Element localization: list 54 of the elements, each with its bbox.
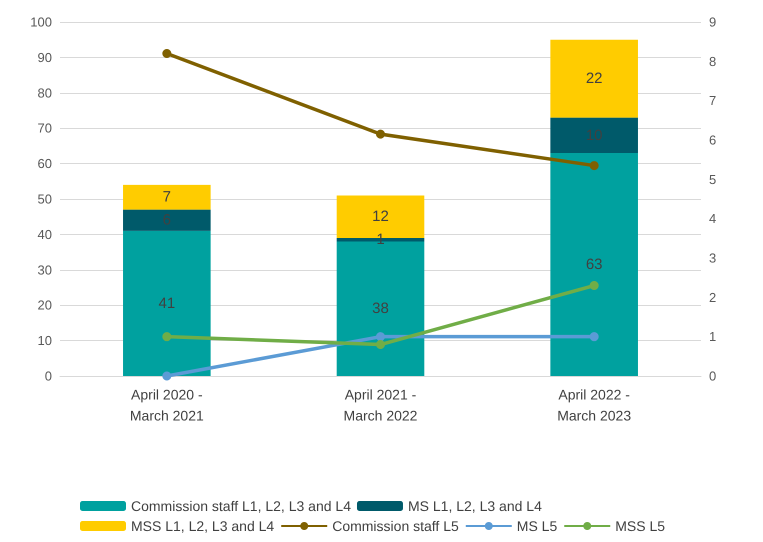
point <box>162 332 172 342</box>
point <box>590 161 599 170</box>
data-label: 6 <box>162 212 172 229</box>
data-label: 7 <box>162 188 172 206</box>
y2-tick-label: 3 <box>709 250 716 266</box>
point <box>590 281 599 290</box>
bar <box>123 230 211 376</box>
data-label: 10 <box>586 126 603 144</box>
y2-tick-label: 2 <box>709 290 716 305</box>
y2-tick-label: 1 <box>709 329 716 344</box>
bar <box>123 210 211 231</box>
legend-label: Commission staff L5 <box>332 518 459 534</box>
point <box>376 340 385 350</box>
x-tick-label: April 2021 - March 2022 <box>344 386 418 424</box>
y2-tick-label: 5 <box>709 172 716 187</box>
data-label: 22 <box>586 70 603 88</box>
data-label: 38 <box>372 300 389 318</box>
y-tick-label: 90 <box>38 50 52 65</box>
data-label: 1 <box>376 231 385 248</box>
data-label: 12 <box>372 208 389 226</box>
point <box>376 332 385 342</box>
y2-tick-label: 6 <box>709 132 716 148</box>
y2-tick-label: 8 <box>709 54 716 69</box>
y-tick-label: 40 <box>38 226 52 242</box>
y-tick-label: 30 <box>38 262 52 278</box>
legend-label: MS L1, L2, L3 and L4 <box>408 498 542 514</box>
point <box>376 130 385 139</box>
point <box>590 332 599 342</box>
legend-label: Commission staff L1, L2, L3 and L4 <box>131 498 352 514</box>
y-tick-label: 100 <box>30 14 52 30</box>
y-tick-label: 80 <box>38 85 52 100</box>
bar <box>550 118 638 153</box>
x-tick-label: April 2020 - March 2021 <box>130 386 204 424</box>
y2-tick-label: 0 <box>709 368 716 384</box>
y2-tick-label: 9 <box>709 14 716 30</box>
data-label: 41 <box>158 294 176 312</box>
y-tick-label: 50 <box>38 192 52 206</box>
y-tick-label: 0 <box>44 368 52 384</box>
y-tick-label: 70 <box>38 120 52 136</box>
y-tick-label: 20 <box>38 298 52 313</box>
legend-label: MS L5 <box>516 518 558 534</box>
legend-label: MSS L5 <box>615 518 666 534</box>
x-tick-label: April 2022 - March 2023 <box>557 386 632 424</box>
bar <box>550 152 638 376</box>
point <box>162 48 172 58</box>
y2-tick-label: 4 <box>709 211 716 226</box>
bar <box>550 40 638 118</box>
y2-tick-label: 7 <box>709 93 716 108</box>
data-label: 63 <box>586 256 603 273</box>
point <box>162 372 172 380</box>
legend-label: MSS L1, L2, L3 and L4 <box>131 518 274 534</box>
y-tick-label: 60 <box>38 156 52 172</box>
y-tick-label: 10 <box>38 333 52 348</box>
bar <box>123 184 211 210</box>
